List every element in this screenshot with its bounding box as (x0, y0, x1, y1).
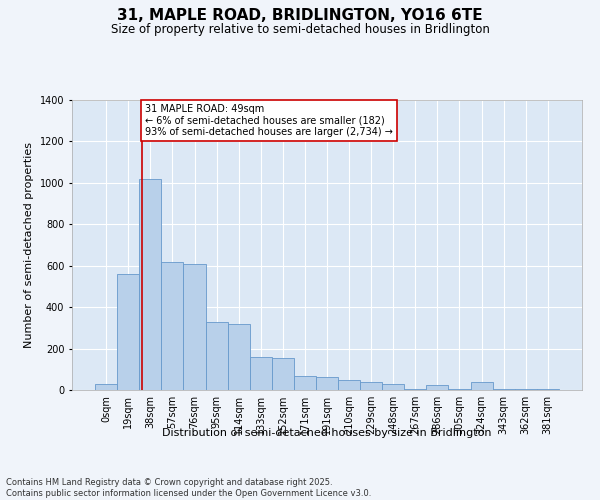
Text: 31, MAPLE ROAD, BRIDLINGTON, YO16 6TE: 31, MAPLE ROAD, BRIDLINGTON, YO16 6TE (117, 8, 483, 22)
Bar (227, 324, 250, 390)
Bar (515, 389, 537, 390)
Text: Distribution of semi-detached houses by size in Bridlington: Distribution of semi-detached houses by … (162, 428, 492, 438)
Bar (272, 358, 294, 390)
Bar (206, 322, 227, 390)
Bar (139, 178, 161, 390)
Bar (360, 382, 382, 390)
Bar (184, 264, 206, 390)
Bar (404, 389, 427, 390)
Bar (294, 376, 316, 390)
Text: 31 MAPLE ROAD: 49sqm
← 6% of semi-detached houses are smaller (182)
93% of semi-: 31 MAPLE ROAD: 49sqm ← 6% of semi-detach… (145, 104, 393, 138)
Bar (493, 389, 515, 390)
Y-axis label: Number of semi-detached properties: Number of semi-detached properties (24, 142, 34, 348)
Bar (537, 389, 559, 390)
Text: Size of property relative to semi-detached houses in Bridlington: Size of property relative to semi-detach… (110, 22, 490, 36)
Text: Contains HM Land Registry data © Crown copyright and database right 2025.
Contai: Contains HM Land Registry data © Crown c… (6, 478, 371, 498)
Bar (95, 384, 117, 390)
Bar (338, 380, 360, 390)
Bar (427, 385, 448, 390)
Bar (448, 389, 470, 390)
Bar (117, 274, 139, 390)
Bar (316, 376, 338, 390)
Bar (250, 357, 272, 390)
Bar (161, 262, 184, 390)
Bar (470, 382, 493, 390)
Bar (382, 384, 404, 390)
